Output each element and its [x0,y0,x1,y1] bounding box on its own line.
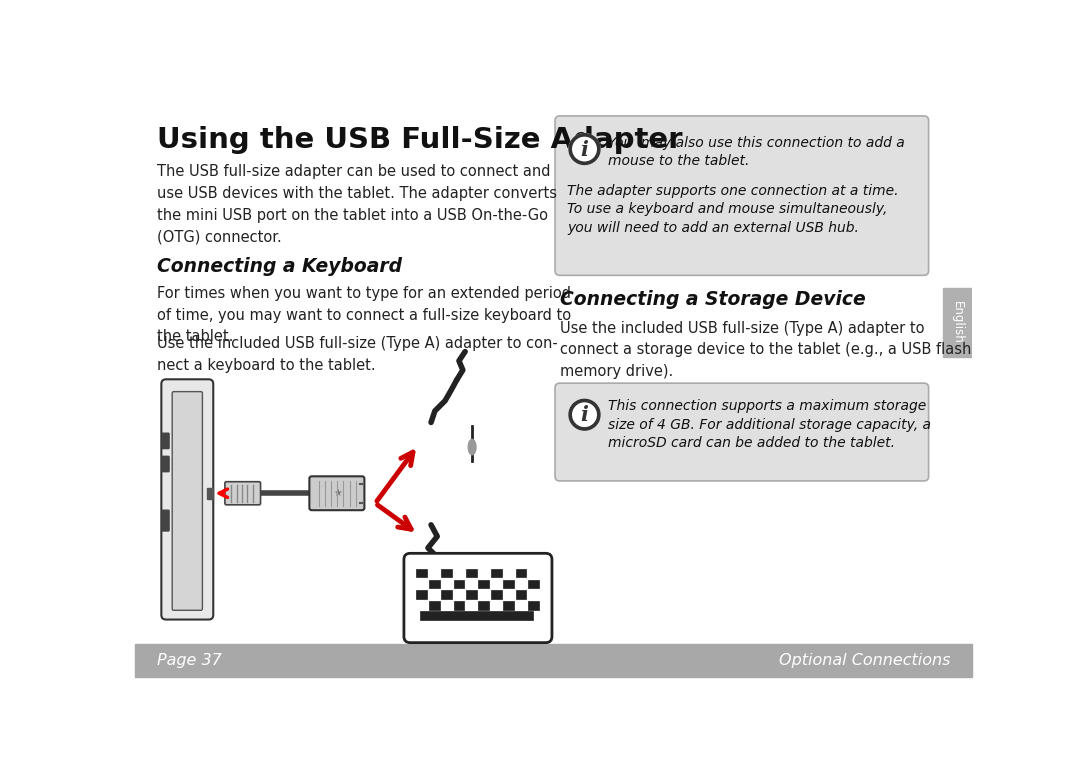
Bar [429,568,440,577]
FancyBboxPatch shape [161,379,213,619]
Bar [441,601,451,610]
Text: ★: ★ [333,489,341,498]
Bar [429,579,440,588]
Bar [454,568,464,577]
Bar [416,591,428,599]
Bar [416,601,428,610]
Bar [454,579,464,588]
FancyBboxPatch shape [225,482,260,505]
Circle shape [569,400,600,430]
Bar [454,591,464,599]
FancyBboxPatch shape [162,510,170,531]
Bar [441,591,451,599]
Bar [503,568,514,577]
Bar [528,568,539,577]
Bar [528,601,539,610]
FancyBboxPatch shape [162,457,170,472]
Text: Connecting a Storage Device: Connecting a Storage Device [559,290,865,309]
Bar [503,579,514,588]
Bar [943,288,972,357]
Bar [503,591,514,599]
Bar [515,601,526,610]
Bar [465,601,476,610]
Text: The adapter supports one connection at a time.
To use a keyboard and mouse simul: The adapter supports one connection at a… [567,183,899,234]
Text: Using the USB Full-Size Adapter: Using the USB Full-Size Adapter [157,126,683,154]
Bar [490,568,501,577]
Bar [207,488,213,498]
Bar [490,579,501,588]
Bar [528,591,539,599]
Text: This connection supports a maximum storage
size of 4 GB. For additional storage : This connection supports a maximum stora… [608,400,931,450]
Bar [429,601,440,610]
Bar [478,591,489,599]
Bar [441,579,451,588]
Text: i: i [581,406,589,425]
Bar [528,579,539,588]
Bar [429,591,440,599]
Bar [465,591,476,599]
Text: Use the included USB full-size (Type A) adapter to con-
nect a keyboard to the t: Use the included USB full-size (Type A) … [157,336,557,373]
Text: Use the included USB full-size (Type A) adapter to
connect a storage device to t: Use the included USB full-size (Type A) … [559,321,971,379]
Bar [490,601,501,610]
Bar [515,579,526,588]
Bar [416,579,428,588]
Bar [478,568,489,577]
FancyBboxPatch shape [162,433,170,448]
Ellipse shape [469,439,476,455]
Text: The USB full-size adapter can be used to connect and
use USB devices with the ta: The USB full-size adapter can be used to… [157,164,556,244]
Text: For times when you want to type for an extended period
of time, you may want to : For times when you want to type for an e… [157,286,571,344]
Text: Optional Connections: Optional Connections [779,653,950,668]
Text: English: English [950,301,963,344]
Bar [416,568,428,577]
Bar [465,568,476,577]
FancyBboxPatch shape [555,383,929,481]
Bar [465,579,476,588]
Bar [441,568,451,577]
FancyBboxPatch shape [555,116,929,275]
FancyBboxPatch shape [404,553,552,642]
Text: Connecting a Keyboard: Connecting a Keyboard [157,257,402,276]
Circle shape [569,134,600,164]
FancyBboxPatch shape [172,392,202,610]
Text: i: i [581,140,589,160]
FancyBboxPatch shape [309,476,364,510]
Bar [515,591,526,599]
Text: You  may also use this connection to add a
mouse to the tablet.: You may also use this connection to add … [608,136,905,168]
Bar [454,601,464,610]
Text: Page 37: Page 37 [157,653,221,668]
Bar [478,579,489,588]
Bar [503,601,514,610]
Bar [490,591,501,599]
Bar [420,611,532,620]
Bar [478,601,489,610]
Ellipse shape [445,425,499,509]
Bar [135,644,972,677]
Bar [515,568,526,577]
